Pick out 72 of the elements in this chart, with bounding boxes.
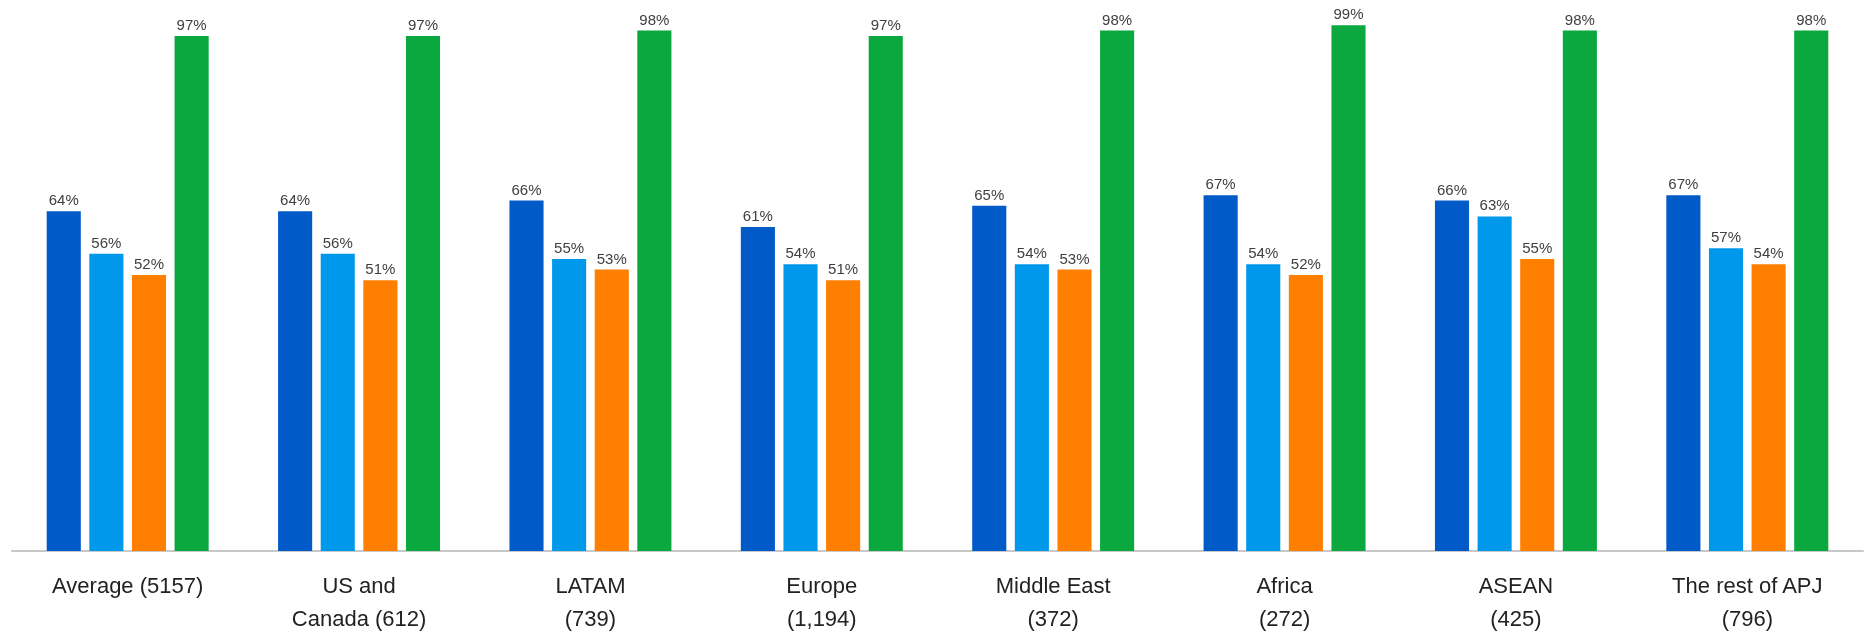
bar bbox=[783, 264, 818, 551]
data-label: 66% bbox=[511, 180, 542, 198]
bar bbox=[131, 274, 167, 551]
bar bbox=[278, 211, 313, 551]
bar bbox=[320, 253, 355, 551]
bar bbox=[1751, 264, 1786, 551]
data-label: 56% bbox=[322, 233, 353, 251]
bar bbox=[1434, 200, 1470, 551]
data-label: 55% bbox=[554, 238, 585, 256]
data-label: 55% bbox=[1522, 238, 1553, 256]
data-label: 97% bbox=[176, 15, 207, 33]
data-label: 98% bbox=[639, 10, 670, 28]
bar bbox=[1100, 30, 1135, 551]
bar bbox=[1666, 195, 1701, 551]
data-label: 53% bbox=[596, 249, 627, 267]
bar bbox=[1246, 264, 1281, 551]
data-label: 56% bbox=[91, 233, 122, 251]
bar bbox=[89, 253, 124, 551]
bar bbox=[1203, 195, 1238, 551]
data-label: 53% bbox=[1059, 249, 1090, 267]
data-label: 63% bbox=[1479, 196, 1510, 214]
data-label: 61% bbox=[742, 207, 773, 225]
bar bbox=[1331, 25, 1366, 551]
x-tick-label: Africa (272) bbox=[1256, 573, 1314, 631]
data-label: 64% bbox=[48, 191, 79, 209]
bar bbox=[552, 258, 587, 551]
x-tick-label: US and Canada (612) bbox=[291, 573, 427, 631]
x-tick-label: LATAM (739) bbox=[555, 573, 626, 631]
data-label: 64% bbox=[280, 191, 311, 209]
bar bbox=[972, 205, 1007, 551]
x-tick-label: The rest of APJ (796) bbox=[1672, 573, 1823, 631]
x-tick-label: Europe (1,194) bbox=[786, 573, 858, 631]
bar bbox=[405, 35, 441, 551]
x-tick-label: ASEAN (425) bbox=[1478, 573, 1554, 631]
data-label: 51% bbox=[828, 260, 859, 278]
bar bbox=[509, 200, 544, 551]
data-label: 67% bbox=[1205, 175, 1236, 193]
bar bbox=[637, 30, 672, 551]
data-label: 98% bbox=[1102, 10, 1133, 28]
data-label: 97% bbox=[870, 15, 901, 33]
data-label: 57% bbox=[1710, 228, 1742, 246]
bar bbox=[1057, 269, 1092, 551]
x-tick-label: Middle East (372) bbox=[995, 573, 1111, 631]
bar bbox=[174, 35, 209, 551]
bar bbox=[1520, 258, 1555, 551]
data-label: 98% bbox=[1564, 10, 1595, 28]
bar bbox=[868, 35, 903, 551]
data-label: 54% bbox=[785, 244, 816, 262]
bar bbox=[740, 227, 775, 551]
data-label: 67% bbox=[1668, 175, 1699, 193]
data-label: 54% bbox=[1248, 244, 1279, 262]
data-label: 54% bbox=[1016, 244, 1047, 262]
data-label: 98% bbox=[1796, 10, 1827, 28]
bar bbox=[1014, 264, 1049, 551]
bar bbox=[363, 280, 398, 551]
data-label: 97% bbox=[407, 15, 439, 33]
bar bbox=[46, 211, 81, 551]
data-label: 52% bbox=[133, 254, 165, 272]
data-label: 65% bbox=[974, 185, 1005, 203]
data-label: 66% bbox=[1436, 180, 1468, 198]
bar bbox=[594, 269, 629, 551]
data-label: 99% bbox=[1333, 5, 1364, 23]
data-label: 54% bbox=[1753, 244, 1784, 262]
x-tick-label: Average (5157) bbox=[52, 573, 204, 598]
bar bbox=[1794, 30, 1829, 551]
data-label: 52% bbox=[1290, 254, 1321, 272]
bar bbox=[1288, 274, 1323, 551]
bar bbox=[826, 280, 861, 551]
bar bbox=[1562, 30, 1597, 551]
bar bbox=[1477, 216, 1512, 551]
data-label: 51% bbox=[365, 260, 396, 278]
bar bbox=[1708, 248, 1744, 551]
